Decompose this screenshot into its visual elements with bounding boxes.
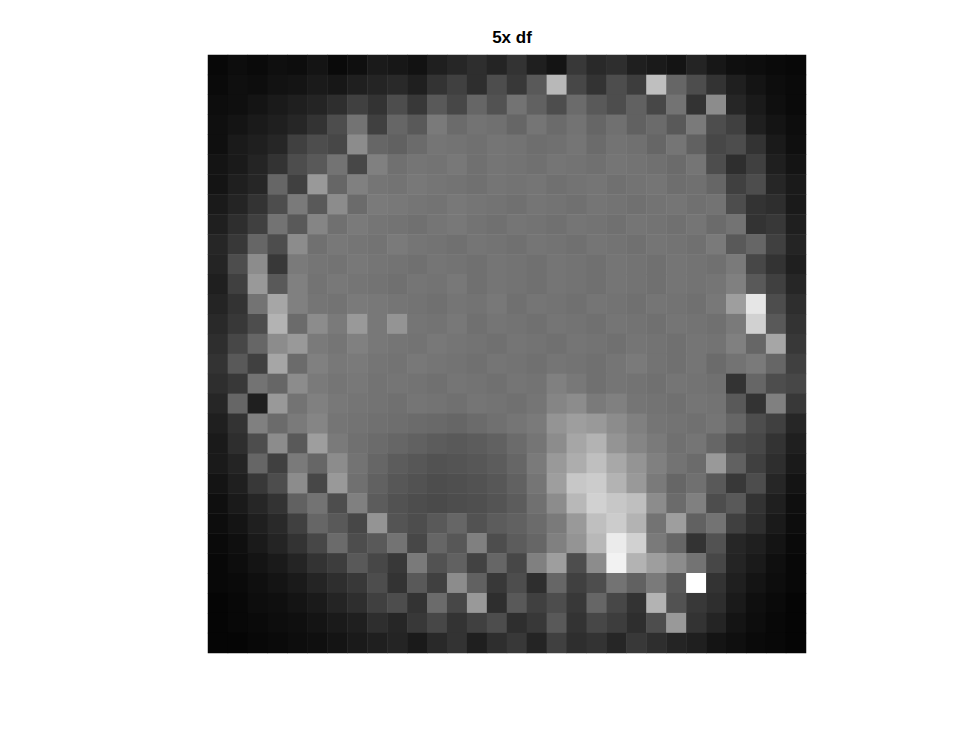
svg-text:5x df: 5x df — [492, 28, 532, 47]
